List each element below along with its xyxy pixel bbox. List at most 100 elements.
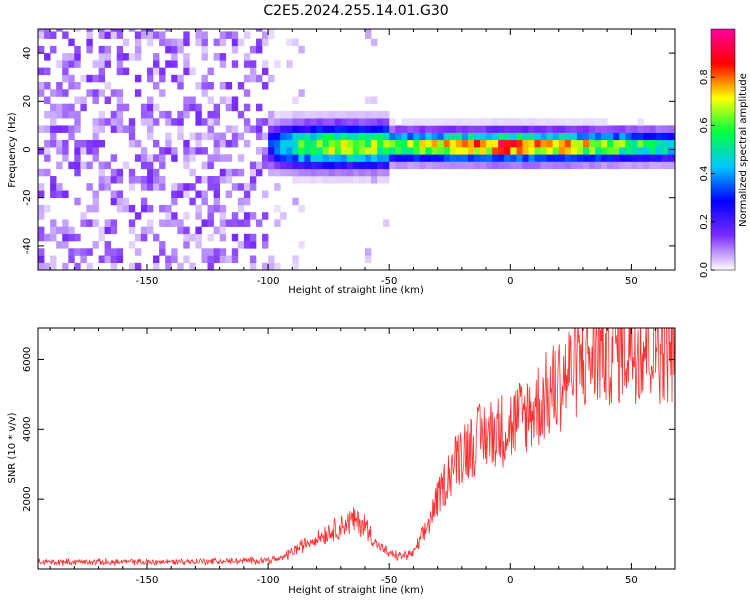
spectrogram-cell <box>74 29 81 32</box>
spectrogram-cell <box>237 82 245 90</box>
spectrogram-cell <box>256 74 263 83</box>
spectrogram-cell <box>498 161 505 170</box>
spectrogram-cell <box>201 255 208 263</box>
spectrogram-cell <box>552 161 560 170</box>
spectrogram-cell <box>407 125 414 133</box>
spectrogram-cell <box>207 212 214 220</box>
spectrogram-cell <box>589 147 596 155</box>
spectrogram-cell <box>316 110 323 119</box>
spectrogram-cell <box>249 60 257 68</box>
spectrogram-cell <box>159 67 166 76</box>
spectrogram-cell <box>98 45 105 54</box>
spectrogram-cell <box>377 154 384 162</box>
spectrogram-cell <box>249 125 257 133</box>
spectrogram-cell <box>346 118 354 126</box>
spectrogram-cell <box>98 125 105 133</box>
spectrogram-cell <box>534 154 541 162</box>
spectrogram-cell <box>643 154 650 162</box>
spectrogram-cell <box>122 161 130 170</box>
spectrogram-cell <box>340 118 348 126</box>
spectrogram-cell <box>213 190 220 198</box>
spectrogram-cell <box>231 45 239 54</box>
spectrogram-cell <box>92 219 99 227</box>
spectrogram-cell <box>256 219 263 227</box>
colorbar-tick-label: 0.8 <box>699 69 710 85</box>
spectrogram-cell <box>522 118 529 126</box>
spectrogram-cell <box>389 154 396 162</box>
spectrogram-cell <box>492 154 499 162</box>
spectrogram-cell <box>183 154 190 162</box>
spectrogram-cell <box>44 67 51 76</box>
snr-x-axis-label: Height of straight line (km) <box>288 585 424 596</box>
colorbar-tick-label: 0.0 <box>699 262 710 278</box>
spectrogram-cell <box>631 125 638 133</box>
spectrogram-cell <box>68 60 75 68</box>
spectrogram-cell <box>201 132 208 141</box>
spectrogram-cell <box>274 147 281 155</box>
spectrogram-cell <box>286 139 293 148</box>
spectrogram-cell <box>377 161 384 170</box>
spectrogram-cell <box>98 233 105 242</box>
spectrogram-cell <box>595 161 602 170</box>
spectrogram-cell <box>655 147 662 155</box>
spectrogram-cell <box>637 139 644 148</box>
spectrogram-cell <box>44 168 51 177</box>
spectrogram-cell <box>243 197 251 206</box>
spectrogram-cell <box>389 132 396 141</box>
spectrogram-cell <box>86 38 93 47</box>
spectrogram-cell <box>649 154 656 162</box>
spectrogram-cell <box>249 67 257 76</box>
spectrogram-cell <box>528 154 535 162</box>
spectrogram-cell <box>183 212 190 220</box>
spectrogram-cell <box>298 45 305 54</box>
spectrogram-cell <box>371 125 378 133</box>
spectrogram-cell <box>310 161 317 170</box>
spectrogram-cell <box>346 125 354 133</box>
spectrogram-cell <box>50 139 57 148</box>
spectrogram-x-tick-label: -150 <box>136 276 159 287</box>
spectrogram-cell <box>98 110 105 119</box>
spectrogram-cell <box>159 31 166 39</box>
spectrogram-cell <box>116 96 124 104</box>
spectrogram-cell <box>316 154 323 162</box>
spectrogram-cell <box>56 161 63 170</box>
spectrogram-cell <box>534 139 541 148</box>
spectrogram-cell <box>377 132 384 141</box>
spectrogram-cell <box>86 74 93 83</box>
spectrogram-cell <box>661 161 669 170</box>
spectrogram-cell <box>262 233 269 242</box>
spectrogram-cell <box>165 204 172 213</box>
spectrogram-cell <box>231 38 239 47</box>
spectrogram-cell <box>274 154 281 162</box>
spectrogram-cell <box>613 147 620 155</box>
spectrogram-cell <box>171 248 178 256</box>
spectrogram-cell <box>371 154 378 162</box>
spectrogram-cell <box>601 139 608 148</box>
spectrogram-cell <box>601 125 608 133</box>
spectrogram-cell <box>201 45 208 54</box>
spectrogram-cell <box>534 125 541 133</box>
spectrogram-cell <box>528 161 535 170</box>
spectrogram-cell <box>213 38 220 47</box>
spectrogram-cell <box>219 139 227 148</box>
spectrogram-cell <box>98 53 105 61</box>
spectrogram-cell <box>195 226 202 235</box>
spectrogram-cell <box>298 147 305 155</box>
spectrogram-cell <box>504 132 511 141</box>
spectrogram-cell <box>104 176 111 184</box>
spectrogram-cell <box>268 154 275 162</box>
spectrogram-cell <box>213 176 220 184</box>
spectrogram-cell <box>140 118 148 126</box>
spectrogram-cell <box>480 154 487 162</box>
spectrogram-cell <box>516 154 523 162</box>
spectrogram-cell <box>486 125 493 133</box>
spectrogram-cell <box>80 255 87 263</box>
spectrogram-cell <box>195 103 202 112</box>
spectrogram-cell <box>268 31 275 39</box>
spectrogram-cell <box>601 118 608 126</box>
spectrogram-cell <box>292 168 299 177</box>
spectrogram-cell <box>298 241 305 249</box>
spectrogram-cell <box>286 161 293 170</box>
spectrogram-cell <box>631 161 638 170</box>
spectrogram-cell <box>649 147 656 155</box>
